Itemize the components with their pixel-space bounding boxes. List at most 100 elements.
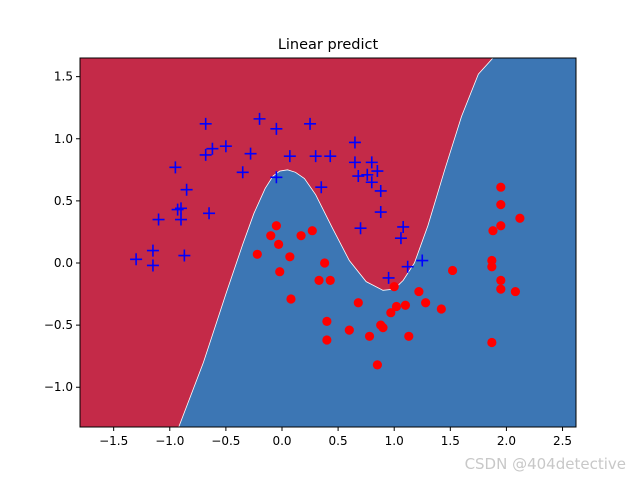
data-point-circle: [266, 231, 276, 241]
x-tick-label: −1.5: [99, 434, 128, 448]
data-point-plus: [174, 202, 187, 215]
data-point-circle: [364, 331, 375, 341]
x-tick-label: 1.5: [441, 434, 460, 448]
data-point-plus: [304, 117, 317, 130]
data-point-circle: [496, 284, 506, 294]
data-point-plus: [315, 181, 328, 194]
data-point-plus: [219, 140, 232, 153]
data-point-circle: [496, 221, 506, 231]
x-tick-label: 2.5: [553, 434, 572, 448]
data-point-plus: [203, 207, 216, 220]
data-point-plus: [401, 260, 414, 273]
data-point-circle: [286, 294, 296, 304]
data-point-plus: [180, 183, 193, 196]
data-point-circle: [404, 331, 414, 341]
data-point-plus: [382, 271, 395, 284]
data-point-plus: [365, 176, 378, 189]
data-point-plus: [146, 259, 159, 272]
y-axis: −1.0 −0.5 0.0 0.5 1.0 1.5: [44, 70, 80, 394]
data-point-plus: [365, 156, 378, 169]
data-point-plus: [309, 150, 322, 163]
y-tick-label: 1.0: [54, 132, 73, 146]
data-point-circle: [389, 282, 399, 292]
data-point-circle: [487, 262, 497, 272]
data-point-circle: [322, 335, 332, 345]
data-point-circle: [320, 258, 330, 268]
data-point-circle: [421, 298, 431, 308]
data-point-plus: [397, 220, 410, 233]
y-tick-label: 1.5: [54, 70, 73, 84]
data-point-plus: [348, 156, 361, 169]
data-point-plus: [348, 136, 361, 149]
data-point-plus: [244, 147, 257, 160]
data-point-plus: [152, 213, 165, 226]
x-tick-label: −1.0: [155, 434, 184, 448]
data-point-circle: [372, 360, 382, 370]
data-point-plus: [361, 168, 374, 181]
data-point-plus: [394, 232, 407, 245]
data-point-plus: [236, 166, 249, 179]
data-point-circle: [515, 213, 525, 223]
data-point-plus: [169, 161, 182, 174]
data-point-plus: [374, 184, 387, 197]
region-class1: [178, 58, 576, 427]
data-point-circle: [487, 337, 497, 348]
data-point-plus: [374, 206, 387, 219]
y-tick-label: −0.5: [44, 318, 73, 332]
data-point-circle: [496, 200, 506, 210]
data-point-circle: [314, 275, 324, 285]
data-point-circle: [496, 182, 506, 192]
data-point-plus: [270, 171, 283, 184]
data-point-circle: [447, 265, 458, 276]
data-point-plus: [270, 122, 283, 135]
plot-frame: [79, 57, 577, 428]
watermark-text: CSDN @404detective: [465, 455, 626, 473]
x-tick-label: −0.5: [211, 434, 240, 448]
data-point-circle: [378, 323, 388, 333]
data-point-circle: [274, 239, 284, 249]
data-point-plus: [416, 254, 429, 267]
data-point-circle: [271, 221, 281, 231]
plot-area: [79, 57, 577, 428]
data-point-plus: [199, 148, 212, 161]
x-tick-label: 0.5: [329, 434, 348, 448]
data-point-plus: [324, 150, 337, 163]
y-tick-label: −1.0: [44, 380, 73, 394]
x-tick-label: 0.0: [272, 434, 291, 448]
data-point-plus: [354, 222, 367, 235]
data-point-circle: [275, 267, 285, 277]
data-point-plus: [178, 249, 191, 262]
data-point-circle: [436, 304, 446, 314]
data-point-circle: [296, 231, 306, 241]
data-point-plus: [130, 253, 143, 266]
data-point-circle: [285, 252, 295, 262]
data-point-plus: [206, 142, 219, 155]
chart-title: Linear predict: [278, 37, 379, 53]
data-point-circle: [414, 286, 424, 297]
data-point-plus: [283, 150, 296, 163]
data-point-plus: [371, 165, 384, 178]
data-point-circle: [391, 301, 402, 312]
data-point-plus: [352, 170, 365, 183]
data-point-circle: [488, 226, 498, 236]
data-point-circle: [386, 308, 396, 318]
data-point-circle: [325, 275, 335, 285]
x-tick-label: 1.0: [385, 434, 404, 448]
data-point-circle: [510, 286, 521, 297]
data-point-circle: [322, 316, 332, 326]
data-point-circle: [400, 300, 411, 310]
data-point-circle: [344, 325, 354, 335]
data-point-circle: [353, 298, 363, 308]
x-axis: −1.5 −1.0 −0.5 0.0 0.5 1.0 1.5 2.0 2.5: [99, 427, 572, 448]
data-point-circle: [252, 249, 262, 259]
data-point-plus: [174, 213, 187, 226]
y-tick-label: 0.0: [54, 256, 73, 270]
data-point-plus: [146, 244, 159, 257]
data-point-circle: [496, 275, 506, 285]
data-point-plus: [253, 112, 266, 125]
x-tick-label: 2.0: [497, 434, 516, 448]
data-point-circle: [307, 226, 317, 236]
y-tick-label: 0.5: [54, 194, 73, 208]
data-point-plus: [199, 117, 212, 130]
